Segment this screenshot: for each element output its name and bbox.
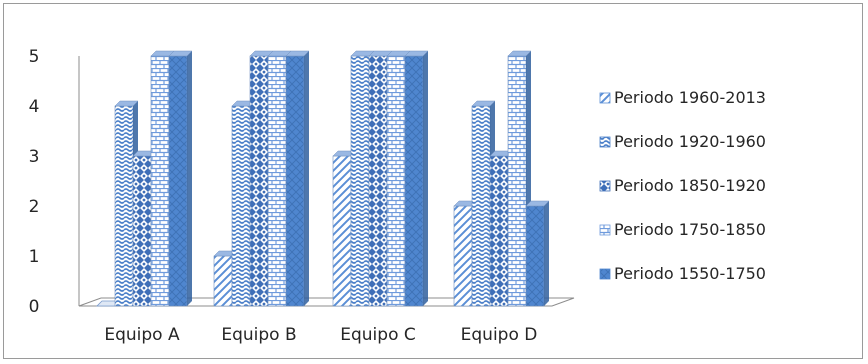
y-tick-label-1: 1	[29, 247, 40, 267]
x-tick-label-equipo-c: Equipo C	[340, 325, 416, 345]
y-tick-label-2: 2	[29, 197, 40, 217]
bar-equipo-c-periodo-1550-1750	[404, 50, 429, 307]
x-tick-label-equipo-b: Equipo B	[221, 325, 296, 345]
bars	[96, 50, 550, 307]
legend-label: Periodo 1960-2013	[614, 88, 766, 107]
legend-swatch	[599, 268, 611, 280]
legend-label: Periodo 1550-1750	[614, 264, 766, 283]
legend-item-periodo-1850-1920: Periodo 1850-1920	[599, 176, 766, 195]
y-tick-label-4: 4	[29, 97, 40, 117]
x-axis: Equipo A Equipo B Equipo C Equipo D	[104, 325, 537, 345]
legend-swatch	[599, 92, 611, 104]
legend-item-periodo-1550-1750: Periodo 1550-1750	[599, 264, 766, 283]
legend: Periodo 1960-2013 Periodo 1920-1960 Period…	[599, 88, 766, 283]
y-tick-label-0: 0	[29, 297, 40, 317]
bar-equipo-a-periodo-1550-1750	[168, 50, 193, 307]
legend-item-periodo-1920-1960: Periodo 1920-1960	[599, 132, 766, 151]
legend-item-periodo-1960-2013: Periodo 1960-2013	[599, 88, 766, 107]
y-tick-label-3: 3	[29, 147, 40, 167]
bar-equipo-b-periodo-1550-1750	[285, 50, 310, 307]
legend-swatch	[599, 180, 611, 192]
bar-equipo-d-periodo-1550-1750	[525, 200, 550, 307]
legend-swatch	[599, 224, 611, 236]
legend-label: Periodo 1920-1960	[614, 132, 766, 151]
legend-swatch	[599, 136, 611, 148]
legend-label: Periodo 1850-1920	[614, 176, 766, 195]
legend-item-periodo-1750-1850: Periodo 1750-1850	[599, 220, 766, 239]
legend-label: Periodo 1750-1850	[614, 220, 766, 239]
y-tick-label-5: 5	[29, 47, 40, 67]
x-tick-label-equipo-d: Equipo D	[461, 325, 538, 345]
x-tick-label-equipo-a: Equipo A	[104, 325, 180, 345]
y-axis: 0 1 2 3 4 5	[29, 47, 80, 317]
